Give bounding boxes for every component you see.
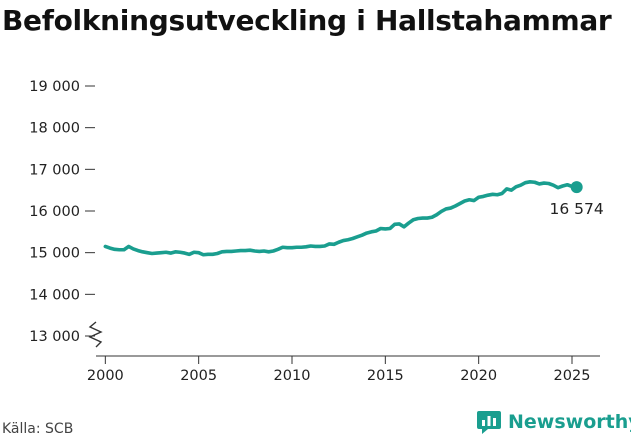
x-tick-label: 2025 bbox=[554, 368, 591, 384]
y-tick-label: 18 000 bbox=[29, 121, 80, 137]
y-tick-label: 16 000 bbox=[29, 204, 80, 220]
y-tick-label: 14 000 bbox=[29, 287, 80, 303]
x-axis: 2000 2005 2010 2015 2020 2025 bbox=[87, 355, 600, 384]
brand-name: Newsworthy bbox=[508, 411, 631, 433]
y-tick-label: 15 000 bbox=[29, 246, 80, 262]
source-label: Källa: SCB bbox=[2, 421, 74, 437]
x-tick-label: 2015 bbox=[367, 368, 404, 384]
x-tick-label: 2000 bbox=[87, 368, 124, 384]
newsworthy-logo-icon bbox=[477, 411, 501, 434]
population-series-line bbox=[103, 180, 579, 257]
chart-title: Befolkningsutveckling i Hallstahammar bbox=[2, 4, 612, 37]
y-tick-label: 19 000 bbox=[29, 79, 80, 95]
x-tick-label: 2020 bbox=[460, 368, 497, 384]
y-axis: 13 000 14 000 15 000 16 000 17 000 18 000 19 0… bbox=[29, 79, 95, 345]
axis-break-icon bbox=[88, 321, 103, 348]
population-line-chart: 13 000 14 000 15 000 16 000 17 000 18 000 19 0… bbox=[29, 79, 604, 384]
x-tick-label: 2005 bbox=[180, 368, 217, 384]
y-tick-label: 17 000 bbox=[29, 162, 80, 178]
y-tick-label: 13 000 bbox=[29, 329, 80, 345]
end-point-label: 16 574 bbox=[550, 200, 604, 218]
x-tick-label: 2010 bbox=[274, 368, 311, 384]
brand-logo: Newsworthy bbox=[476, 409, 631, 435]
end-point-marker bbox=[570, 181, 583, 194]
